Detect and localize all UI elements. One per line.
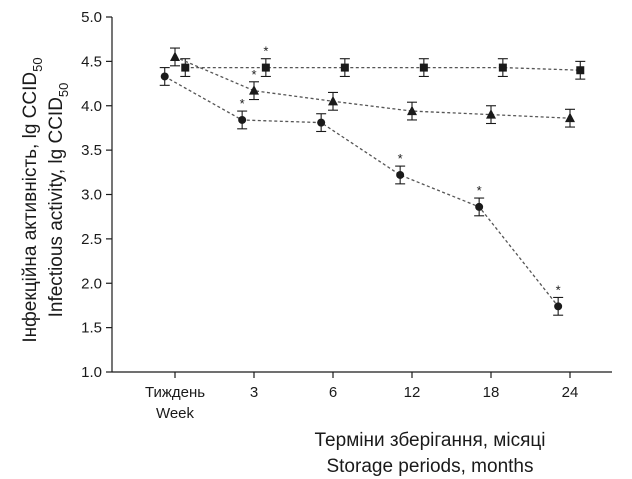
x-tick-label: Тиждень [145, 384, 205, 401]
data-point [498, 63, 507, 72]
series-circle: * * * * [159, 67, 564, 316]
data-point [486, 109, 496, 119]
series-triangle: * [170, 47, 575, 128]
significance-mark: * [398, 151, 403, 166]
y-tick-label: 2.0 [81, 275, 102, 292]
data-point [317, 118, 326, 127]
data-point [249, 85, 259, 95]
y-tick-label: 3.0 [81, 187, 102, 204]
y-axis-title-en-text: Infectious activity, lg CCID [46, 97, 67, 317]
significance-mark: * [556, 282, 561, 297]
data-point [565, 112, 575, 123]
y-axis-title-text: Інфекційна активність, lg CCID [20, 72, 41, 343]
data-point [238, 115, 247, 124]
data-point [396, 170, 405, 179]
data-point [407, 105, 417, 116]
x-tick-label: 12 [404, 384, 421, 401]
x-ticks: Тиждень Week 3 6 12 18 24 [145, 372, 578, 422]
y-tick-label: 1.5 [81, 320, 102, 337]
series-square: * [180, 44, 586, 80]
data-point [261, 63, 270, 72]
y-axis-title-en-group: Infectious activity, lg CCID50 [46, 83, 71, 318]
y-axis-title-en: Infectious activity, lg CCID50 [46, 83, 71, 318]
data-point [170, 51, 180, 61]
y-tick-label: 4.0 [81, 98, 102, 115]
data-point [576, 66, 585, 75]
x-axis-title-en: Storage periods, months [326, 456, 533, 477]
y-ticks: 1.0 1.5 2.0 2.5 3.0 3.5 4.0 4.5 5.0 [81, 9, 112, 381]
data-point [340, 63, 349, 72]
data-point [160, 72, 169, 81]
significance-mark: * [263, 44, 268, 59]
series-group: * * * * * * [159, 44, 586, 316]
x-tick-label: 24 [562, 384, 579, 401]
x-tick-label: 18 [483, 384, 500, 401]
significance-mark: * [251, 67, 256, 82]
series-line [174, 56, 571, 119]
y-tick-label: 5.0 [81, 9, 102, 26]
series-line [164, 75, 559, 307]
data-point [475, 202, 484, 211]
y-tick-label: 1.0 [81, 364, 102, 381]
y-axis-title-subscript: 50 [30, 57, 45, 71]
data-point [419, 63, 428, 72]
significance-mark: * [477, 183, 482, 198]
series-line [185, 66, 581, 71]
data-point [554, 302, 563, 311]
significance-mark: * [240, 96, 245, 111]
y-axis-title-en-subscript: 50 [56, 83, 71, 97]
x-tick-label: 3 [250, 384, 258, 401]
x-tick-label: 6 [329, 384, 337, 401]
x-tick-label: Week [156, 405, 195, 422]
x-axis-title: Терміни зберігання, місяці [315, 430, 546, 451]
y-axis-title-group: Інфекційна активність, lg CCID50 [20, 57, 45, 342]
y-axis-title: Інфекційна активність, lg CCID50 [20, 57, 45, 342]
y-tick-label: 2.5 [81, 231, 102, 248]
y-tick-label: 3.5 [81, 142, 102, 159]
y-tick-label: 4.5 [81, 53, 102, 70]
data-point [328, 95, 338, 106]
data-point [181, 63, 190, 72]
